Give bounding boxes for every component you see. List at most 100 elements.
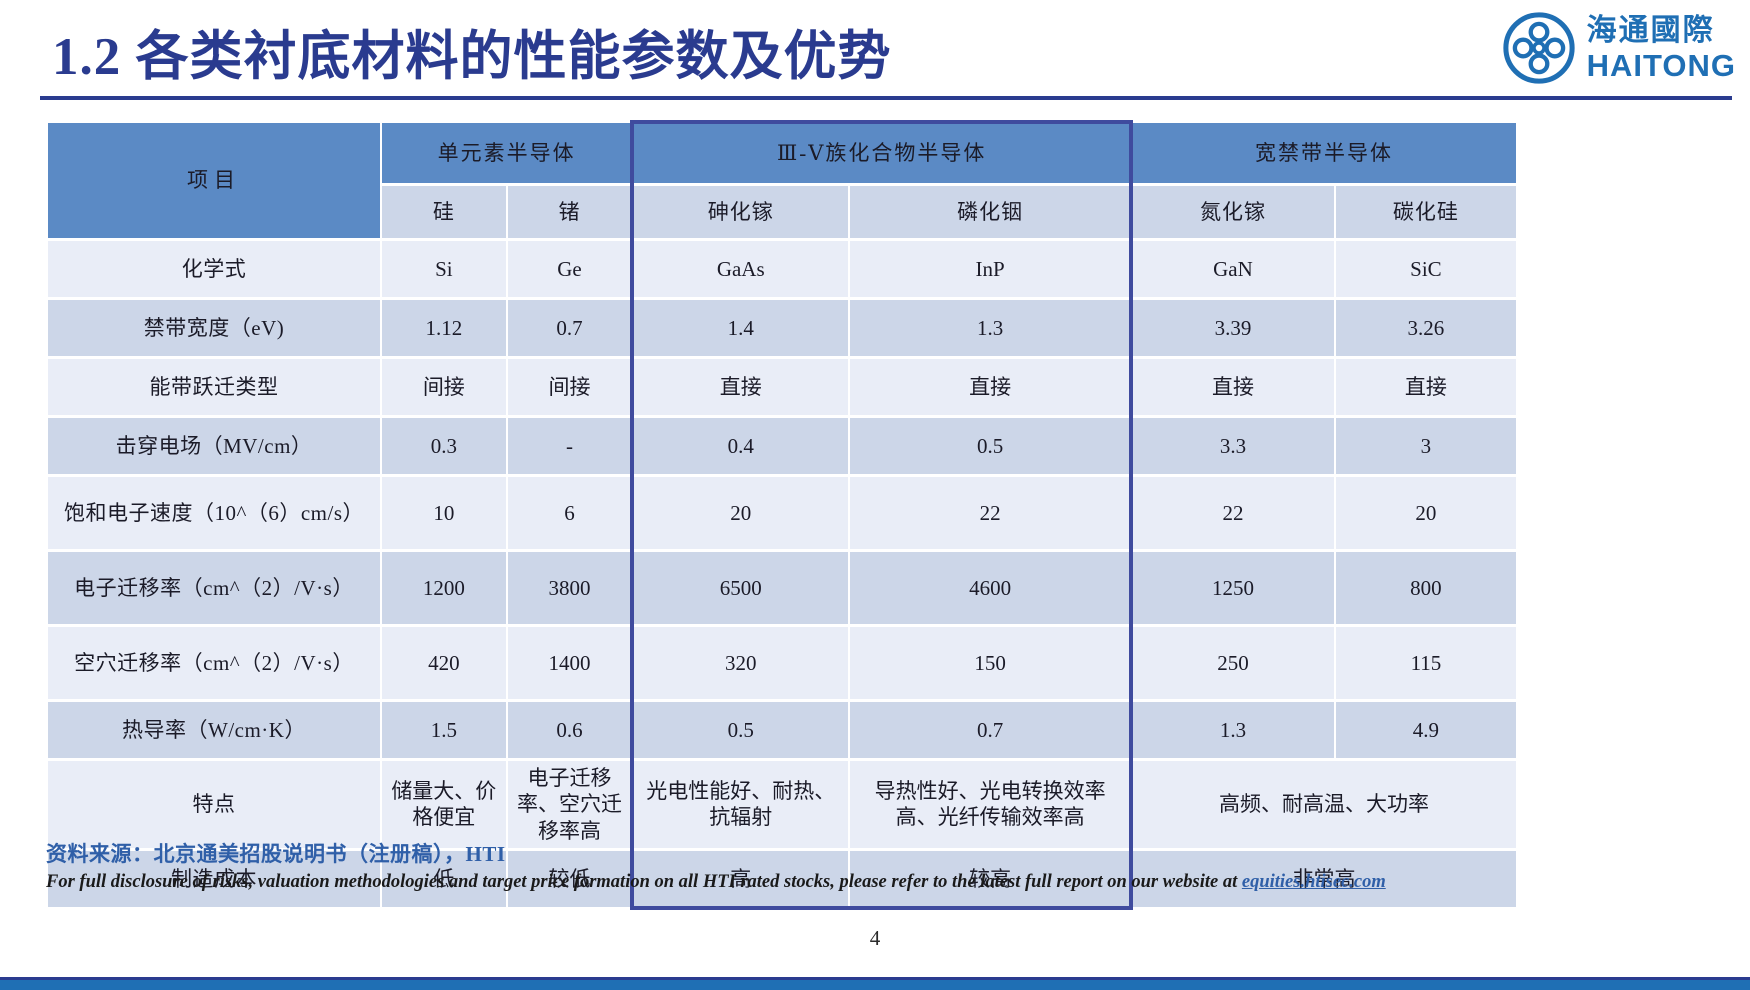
cell: 1.12 — [381, 300, 506, 356]
table-row: 热导率（W/cm·K） 1.5 0.6 0.5 0.7 1.3 4.9 — [48, 702, 1516, 758]
cell: 22 — [850, 477, 1131, 549]
cell: 0.3 — [381, 418, 506, 474]
table-row: 特点 储量大、价格便宜 电子迁移率、空穴迁移率高 光电性能好、耐热、抗辐射 导热… — [48, 761, 1516, 848]
cell: 1.3 — [850, 300, 1131, 356]
cell: 直接 — [633, 359, 849, 415]
cell: 1.5 — [381, 702, 506, 758]
row-label-manufacturing-cost: 制造成本 — [48, 850, 380, 907]
cell: 高频、耐高温、大功率 — [1132, 761, 1516, 848]
disclaimer-link[interactable]: equities.htisec.com — [1241, 872, 1386, 892]
sub-header-gaas: 砷化镓 — [633, 186, 849, 238]
group-header-row: 项目 单元素半导体 Ⅲ-Ⅴ族化合物半导体 宽禁带半导体 — [48, 123, 1516, 238]
cell: 间接 — [507, 359, 632, 415]
row-label-chemical-formula: 化学式 — [48, 241, 380, 297]
table-row: 制造成本 低 较低 高 较高 非常高 — [48, 850, 1516, 907]
disclaimer-note: For full disclosure of risks, valuation … — [46, 872, 1720, 893]
cell: 0.6 — [507, 702, 632, 758]
cell: 6500 — [633, 552, 849, 624]
table-row: 饱和电子速度（10^（6）cm/s） 10 6 20 22 22 20 — [48, 477, 1516, 549]
cell: 4.9 — [1335, 702, 1516, 758]
cell: 直接 — [850, 359, 1131, 415]
haitong-circular-emblem-icon — [1502, 12, 1575, 84]
cell: 1250 — [1132, 552, 1334, 624]
cell: 光电性能好、耐热、抗辐射 — [633, 761, 849, 848]
group-header-wide-bandgap: 宽禁带半导体 — [1132, 123, 1516, 183]
cell: 420 — [381, 627, 506, 699]
title-divider — [40, 96, 1732, 100]
sub-header-silicon: 硅 — [381, 186, 506, 238]
cell: 3 — [1335, 418, 1516, 474]
cell: 1.3 — [1132, 702, 1334, 758]
brand-logo: 海通國際 HAITONG — [1502, 12, 1736, 84]
row-label-bandgap: 禁带宽度（eV) — [48, 300, 380, 356]
cell: 0.4 — [633, 418, 849, 474]
cell: 3.26 — [1335, 300, 1516, 356]
cell: 320 — [633, 627, 849, 699]
substrate-comparison-table: 项目 单元素半导体 Ⅲ-Ⅴ族化合物半导体 宽禁带半导体 硅 锗 砷化镓 磷化铟 … — [46, 120, 1518, 910]
cell: 1400 — [507, 627, 632, 699]
row-label-electron-mobility: 电子迁移率（cm^（2）/V·s） — [48, 552, 380, 624]
cell: 低 — [381, 850, 506, 907]
table-body: 化学式 Si Ge GaAs InP GaN SiC 禁带宽度（eV) 1.12… — [48, 241, 1516, 907]
cell: 150 — [850, 627, 1131, 699]
cell: 20 — [1335, 477, 1516, 549]
table-row: 化学式 Si Ge GaAs InP GaN SiC — [48, 241, 1516, 297]
cell: 10 — [381, 477, 506, 549]
cell: 800 — [1335, 552, 1516, 624]
cell: 1200 — [381, 552, 506, 624]
cell: 3.39 — [1132, 300, 1334, 356]
group-header-iii-v: Ⅲ-Ⅴ族化合物半导体 — [633, 123, 1131, 183]
table-head: 项目 单元素半导体 Ⅲ-Ⅴ族化合物半导体 宽禁带半导体 硅 锗 砷化镓 磷化铟 … — [48, 123, 1516, 238]
cell: 较低 — [507, 850, 632, 907]
cell: InP — [850, 241, 1131, 297]
slide-header: 1.2 各类衬底材料的性能参数及优势 海通國際 HAITONG — [0, 0, 1750, 108]
page-number: 4 — [869, 926, 881, 950]
footer-bar-blue — [0, 980, 1750, 990]
cell: 直接 — [1132, 359, 1334, 415]
cell: 0.5 — [633, 702, 849, 758]
row-label-characteristics: 特点 — [48, 761, 380, 848]
cell: 1.4 — [633, 300, 849, 356]
page-title: 1.2 各类衬底材料的性能参数及优势 — [52, 28, 892, 86]
sub-header-row: 硅 锗 砷化镓 磷化铟 氮化镓 碳化硅 — [48, 186, 1516, 238]
row-label-saturation-velocity: 饱和电子速度（10^（6）cm/s） — [48, 477, 380, 549]
cell: 20 — [633, 477, 849, 549]
brand-name-chinese: 海通國際 — [1586, 13, 1715, 47]
cell: SiC — [1335, 241, 1516, 297]
cell: 高 — [633, 850, 849, 907]
cell: GaAs — [633, 241, 849, 297]
cell: 3800 — [507, 552, 632, 624]
footer-divider-navy — [0, 977, 1750, 980]
sub-header-sic: 碳化硅 — [1335, 186, 1516, 238]
cell: 导热性好、光电转换效率高、光纤传输效率高 — [850, 761, 1131, 848]
row-label-transition-type: 能带跃迁类型 — [48, 359, 380, 415]
cell: GaN — [1132, 241, 1334, 297]
group-header-elemental: 单元素半导体 — [381, 123, 632, 183]
cell: Ge — [507, 241, 632, 297]
cell: 6 — [507, 477, 632, 549]
source-note: 资料来源：北京通美招股说明书（注册稿），HTI — [46, 842, 506, 866]
cell: 非常高 — [1132, 850, 1516, 907]
cell: 22 — [1132, 477, 1334, 549]
table-row: 禁带宽度（eV) 1.12 0.7 1.4 1.3 3.39 3.26 — [48, 300, 1516, 356]
cell: 0.5 — [850, 418, 1131, 474]
row-label-breakdown-field: 击穿电场（MV/cm） — [48, 418, 380, 474]
item-column-header: 项目 — [48, 123, 380, 238]
cell: 250 — [1132, 627, 1334, 699]
row-label-hole-mobility: 空穴迁移率（cm^（2）/V·s） — [48, 627, 380, 699]
table-row: 能带跃迁类型 间接 间接 直接 直接 直接 直接 — [48, 359, 1516, 415]
cell: 储量大、价格便宜 — [381, 761, 506, 848]
disclaimer-text: For full disclosure of risks, valuation … — [46, 872, 1242, 892]
cell: 115 — [1335, 627, 1516, 699]
table-row: 电子迁移率（cm^（2）/V·s） 1200 3800 6500 4600 12… — [48, 552, 1516, 624]
brand-wordmark: 海通國際 HAITONG — [1586, 13, 1736, 81]
cell: 3.3 — [1132, 418, 1334, 474]
table-row: 击穿电场（MV/cm） 0.3 - 0.4 0.5 3.3 3 — [48, 418, 1516, 474]
cell: 0.7 — [507, 300, 632, 356]
matrix-table: 项目 单元素半导体 Ⅲ-Ⅴ族化合物半导体 宽禁带半导体 硅 锗 砷化镓 磷化铟 … — [46, 120, 1518, 910]
cell: 直接 — [1335, 359, 1516, 415]
cell: 较高 — [850, 850, 1131, 907]
sub-header-gan: 氮化镓 — [1132, 186, 1334, 238]
cell: - — [507, 418, 632, 474]
row-label-thermal-conductivity: 热导率（W/cm·K） — [48, 702, 380, 758]
